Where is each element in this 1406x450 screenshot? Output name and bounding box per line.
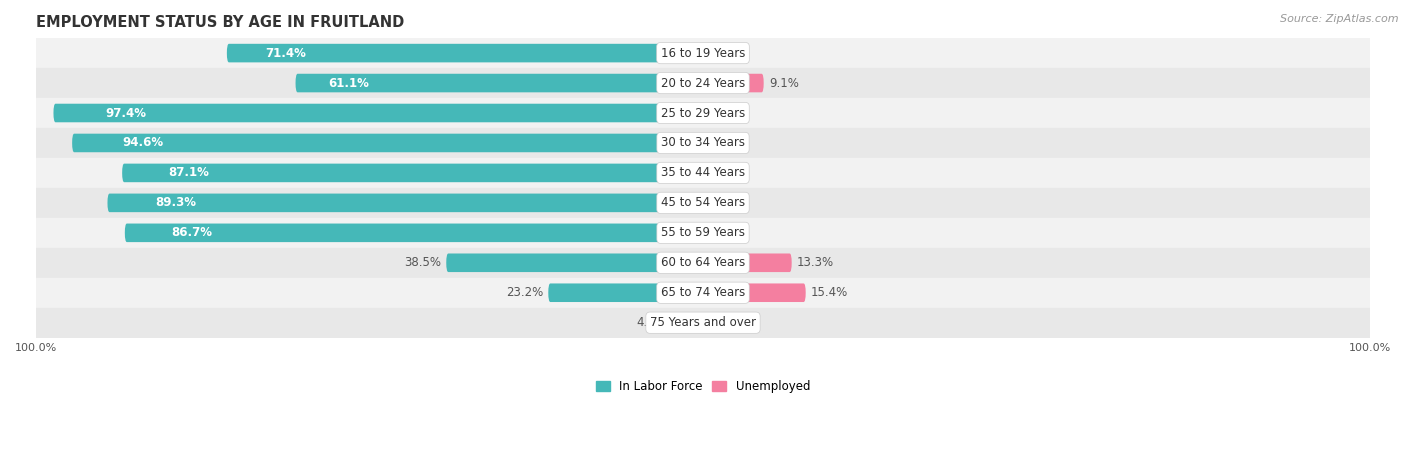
Text: 97.4%: 97.4% bbox=[105, 107, 146, 120]
Text: 55 to 59 Years: 55 to 59 Years bbox=[661, 226, 745, 239]
Text: 86.7%: 86.7% bbox=[172, 226, 212, 239]
Text: 89.3%: 89.3% bbox=[155, 196, 195, 209]
Legend: In Labor Force, Unemployed: In Labor Force, Unemployed bbox=[591, 375, 815, 398]
FancyBboxPatch shape bbox=[53, 104, 703, 122]
FancyBboxPatch shape bbox=[122, 164, 703, 182]
FancyBboxPatch shape bbox=[703, 74, 763, 92]
FancyBboxPatch shape bbox=[226, 44, 703, 63]
FancyBboxPatch shape bbox=[671, 313, 703, 332]
Text: 35 to 44 Years: 35 to 44 Years bbox=[661, 166, 745, 180]
Text: 87.1%: 87.1% bbox=[169, 166, 209, 180]
Text: 20 to 24 Years: 20 to 24 Years bbox=[661, 76, 745, 90]
Text: 23.2%: 23.2% bbox=[506, 286, 543, 299]
Text: 30 to 34 Years: 30 to 34 Years bbox=[661, 136, 745, 149]
Text: 38.5%: 38.5% bbox=[404, 256, 441, 269]
Text: 4.8%: 4.8% bbox=[636, 316, 665, 329]
Text: 0.0%: 0.0% bbox=[709, 166, 738, 180]
Text: 15.4%: 15.4% bbox=[811, 286, 848, 299]
FancyBboxPatch shape bbox=[548, 284, 703, 302]
Text: Source: ZipAtlas.com: Source: ZipAtlas.com bbox=[1281, 14, 1399, 23]
Bar bbox=[37, 278, 1369, 308]
Text: 0.0%: 0.0% bbox=[709, 226, 738, 239]
Bar bbox=[37, 128, 1369, 158]
FancyBboxPatch shape bbox=[446, 253, 703, 272]
Text: 13.3%: 13.3% bbox=[797, 256, 834, 269]
FancyBboxPatch shape bbox=[72, 134, 703, 152]
Text: 60 to 64 Years: 60 to 64 Years bbox=[661, 256, 745, 269]
Bar bbox=[37, 158, 1369, 188]
Text: 45 to 54 Years: 45 to 54 Years bbox=[661, 196, 745, 209]
Text: 65 to 74 Years: 65 to 74 Years bbox=[661, 286, 745, 299]
Text: EMPLOYMENT STATUS BY AGE IN FRUITLAND: EMPLOYMENT STATUS BY AGE IN FRUITLAND bbox=[37, 15, 405, 30]
Text: 71.4%: 71.4% bbox=[264, 47, 307, 59]
Bar bbox=[37, 218, 1369, 248]
Text: 0.0%: 0.0% bbox=[709, 107, 738, 120]
Bar bbox=[37, 188, 1369, 218]
Bar bbox=[37, 98, 1369, 128]
Text: 61.1%: 61.1% bbox=[328, 76, 368, 90]
Text: 0.0%: 0.0% bbox=[709, 196, 738, 209]
FancyBboxPatch shape bbox=[295, 74, 703, 92]
Bar bbox=[37, 68, 1369, 98]
Bar bbox=[37, 248, 1369, 278]
Text: 0.0%: 0.0% bbox=[709, 47, 738, 59]
FancyBboxPatch shape bbox=[107, 194, 703, 212]
Text: 75 Years and over: 75 Years and over bbox=[650, 316, 756, 329]
Bar bbox=[37, 308, 1369, 338]
Text: 0.0%: 0.0% bbox=[709, 316, 738, 329]
Text: 9.1%: 9.1% bbox=[769, 76, 799, 90]
Text: 16 to 19 Years: 16 to 19 Years bbox=[661, 47, 745, 59]
Text: 25 to 29 Years: 25 to 29 Years bbox=[661, 107, 745, 120]
FancyBboxPatch shape bbox=[125, 224, 703, 242]
FancyBboxPatch shape bbox=[703, 253, 792, 272]
FancyBboxPatch shape bbox=[703, 284, 806, 302]
Text: 0.0%: 0.0% bbox=[709, 136, 738, 149]
Text: 94.6%: 94.6% bbox=[122, 136, 163, 149]
Bar bbox=[37, 38, 1369, 68]
